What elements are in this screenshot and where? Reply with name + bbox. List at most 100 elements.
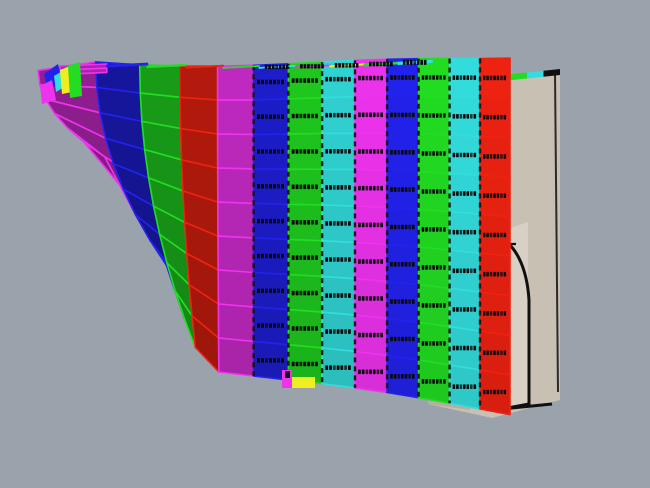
strake-strake-11[interactable]: [417, 57, 451, 404]
plate-id-label: [452, 384, 477, 389]
plate-id-label: [483, 154, 507, 159]
upper-plate-cell[interactable]: [222, 65, 261, 69]
plate-id-label: [325, 221, 351, 226]
top-edge-trim-segment: [543, 69, 560, 77]
corner-detail-facet: [40, 80, 56, 104]
plate-id-label: [369, 61, 393, 66]
upper-left-corner-detail: [40, 62, 82, 104]
plate-id-label: [483, 271, 507, 277]
plate-id-label: [452, 114, 477, 119]
plate-id-label: [257, 323, 284, 328]
plate-id-label: [291, 290, 318, 296]
plate-id-label: [421, 265, 446, 270]
mesh-cell[interactable]: [216, 99, 255, 136]
strake-strake-09[interactable]: [353, 58, 388, 394]
plate-id-label: [421, 189, 446, 194]
top-edge-trim-segment: [527, 70, 544, 79]
plate-id-label: [483, 350, 507, 356]
plate-id-label: [390, 150, 415, 155]
plate-id-label: [334, 63, 359, 68]
mesh-cell[interactable]: [138, 64, 181, 99]
corner-detail-facet: [68, 62, 82, 98]
strake-strake-06[interactable]: [252, 63, 290, 381]
plate-id-label: [325, 329, 351, 334]
plate-id-label: [421, 227, 446, 232]
plate-id-label: [257, 358, 284, 363]
plate-id-label: [390, 336, 415, 342]
upper-plate-cell[interactable]: [106, 62, 149, 67]
plate-id-label: [358, 296, 383, 301]
strake-strake-04[interactable]: [179, 65, 220, 373]
plate-id-label: [421, 75, 446, 80]
plate-id-label: [452, 229, 477, 235]
plate-id-label: [291, 78, 318, 83]
plate-id-label: [483, 232, 507, 238]
plate-id-label: [358, 332, 383, 338]
mesh-cell[interactable]: [179, 65, 219, 101]
upper-plate-cell[interactable]: [146, 63, 187, 68]
mesh-cell[interactable]: [216, 133, 255, 170]
mesh-cell[interactable]: [217, 269, 255, 308]
plate-id-label: [452, 152, 477, 158]
plate-id-label: [264, 64, 289, 70]
strake-strake-13[interactable]: [478, 57, 511, 416]
plate-id-label: [257, 288, 284, 294]
mesh-cell[interactable]: [217, 235, 255, 274]
plate-id-label: [325, 185, 351, 190]
top-edge-trim-segment: [510, 72, 527, 81]
plate-id-label: [358, 112, 383, 118]
plate-id-label: [291, 326, 318, 331]
plate-id-label: [358, 185, 383, 191]
plate-id-label: [257, 149, 284, 154]
plate-id-label: [325, 76, 351, 82]
plate-id-label: [390, 224, 415, 230]
plate-id-label: [421, 151, 446, 156]
plate-id-label: [325, 365, 351, 370]
strake-strake-07[interactable]: [287, 61, 323, 385]
plate-id-label: [257, 218, 284, 224]
plate-id-label: [390, 262, 415, 267]
plate-id-label: [390, 112, 415, 118]
mesh-cell[interactable]: [217, 303, 255, 343]
mesh-cell[interactable]: [216, 167, 255, 205]
strake-strake-08[interactable]: [320, 59, 356, 389]
plate-id-label: [483, 311, 507, 316]
plate-id-label: [421, 341, 446, 346]
plate-id-label: [300, 64, 324, 69]
plate-id-label: [390, 187, 415, 192]
plate-id-label: [421, 303, 446, 308]
plate-id-label: [358, 75, 383, 81]
plate-id-label: [325, 257, 351, 262]
plate-id-label: [421, 113, 446, 118]
strake-strake-05[interactable]: [216, 64, 255, 377]
plate-id-label: [390, 299, 415, 304]
plate-id-label: [291, 255, 318, 260]
plate-id-label: [257, 184, 284, 189]
strake-strake-12[interactable]: [448, 57, 481, 410]
plate-id-label: [291, 113, 318, 119]
plate-id-label: [358, 369, 383, 375]
mesh-cell[interactable]: [217, 201, 255, 239]
plate-id-label: [325, 149, 351, 154]
mesh-cell[interactable]: [217, 337, 255, 377]
plate-id-label: [325, 112, 351, 118]
mesh-cell[interactable]: [216, 64, 255, 101]
plate-id-label: [291, 184, 318, 190]
plate-id-label: [325, 293, 351, 298]
plate-id-label: [483, 193, 507, 198]
plate-id-label: [402, 59, 427, 64]
plate-id-label: [390, 374, 415, 379]
plate-id-label: [483, 75, 507, 81]
strake-strake-10[interactable]: [385, 57, 420, 399]
plate-id-label: [358, 259, 383, 264]
upper-plate-cell[interactable]: [185, 64, 224, 69]
strake-strake-03[interactable]: [138, 64, 197, 349]
plate-id-label: [358, 149, 383, 154]
plate-id-label: [452, 307, 477, 312]
plate-id-label: [390, 75, 415, 80]
plate-id-label: [358, 222, 383, 228]
plate-id-label: [257, 253, 284, 259]
